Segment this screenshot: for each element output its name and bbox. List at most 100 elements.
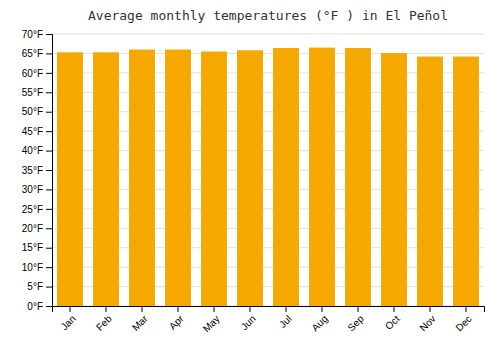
y-tick: 10°F (22, 262, 52, 273)
y-tick-mark (46, 170, 52, 171)
bar (453, 57, 479, 306)
x-tick: Sep (345, 306, 366, 333)
y-tick-label: 45°F (22, 126, 43, 137)
x-tick: Jun (239, 306, 258, 332)
y-tick-mark (46, 131, 52, 132)
x-axis-line (53, 307, 485, 313)
y-tick-label: 50°F (22, 106, 43, 117)
y-tick-label: 20°F (22, 223, 43, 234)
y-tick-mark (46, 189, 52, 190)
y-tick: 55°F (22, 87, 52, 98)
y-axis-line (46, 35, 53, 307)
y-tick: 5°F (27, 281, 52, 292)
y-tick: 25°F (22, 204, 52, 215)
x-tick: Nov (417, 306, 437, 333)
x-tick-mark (178, 306, 179, 312)
y-tick-label: 35°F (22, 165, 43, 176)
y-axis: 0°F 5°F 10°F 15°F 20°F 25°F 30°F 35°F 40°F 45°F 50… (22, 29, 53, 312)
y-tick-mark (46, 248, 52, 249)
bar (165, 50, 191, 306)
bars (57, 48, 479, 306)
y-tick-mark (46, 209, 52, 210)
x-tick-label: Aug (309, 313, 329, 333)
x-tick-label: Dec (453, 313, 473, 333)
y-tick-mark (46, 34, 52, 35)
x-tick-label: Jan (59, 313, 78, 332)
y-tick: 50°F (22, 106, 52, 117)
y-tick-label: 15°F (22, 242, 43, 253)
x-tick-label: May (201, 313, 222, 334)
x-tick-mark (142, 306, 143, 312)
x-tick-mark (286, 306, 287, 312)
grid-line (52, 34, 484, 35)
y-tick-mark (46, 112, 52, 113)
x-tick: Dec (453, 306, 473, 333)
bar (345, 48, 371, 306)
y-tick-mark (46, 73, 52, 74)
x-tick-label: Jul (277, 313, 294, 330)
y-tick-label: 25°F (22, 204, 43, 215)
x-tick-mark (394, 306, 395, 312)
y-tick-mark (46, 306, 52, 307)
x-tick-label: Sep (345, 313, 366, 334)
x-tick-mark (466, 306, 467, 312)
bar (381, 53, 407, 306)
x-tick-label: Mar (130, 313, 150, 333)
x-tick: Aug (309, 306, 329, 333)
y-tick-mark (46, 267, 52, 268)
y-tick-label: 40°F (22, 145, 43, 156)
y-tick-label: 60°F (22, 68, 43, 79)
x-tick: Feb (94, 306, 114, 333)
y-tick: 40°F (22, 145, 52, 156)
y-tick-label: 55°F (22, 87, 43, 98)
x-tick-mark (322, 306, 323, 312)
x-tick-label: Apr (167, 313, 186, 332)
x-tick: May (201, 306, 222, 334)
x-tick-label: Feb (94, 313, 114, 333)
y-tick-label: 65°F (22, 48, 43, 59)
x-tick: Jan (59, 306, 78, 332)
x-axis: Jan Feb Mar Apr May Jun Jul Aug Sep Oct Nov Dec (53, 306, 485, 334)
x-tick-mark (106, 306, 107, 312)
title: Average monthly temperatures (°F ) in El… (88, 8, 448, 23)
y-tick: 45°F (22, 126, 52, 137)
y-tick-mark (46, 53, 52, 54)
y-tick: 60°F (22, 68, 52, 79)
x-tick-mark (70, 306, 71, 312)
bar (201, 51, 227, 306)
y-tick: 0°F (27, 301, 52, 312)
x-tick-mark (214, 306, 215, 312)
y-tick: 30°F (22, 184, 52, 195)
bar (273, 48, 299, 306)
y-tick-mark (46, 92, 52, 93)
x-tick-label: Nov (417, 313, 437, 333)
x-tick-label: Oct (383, 313, 402, 332)
plot-area: 0°F 5°F 10°F 15°F 20°F 25°F 30°F 35°F 40°F 45°F 50… (22, 29, 485, 335)
y-tick-mark (46, 228, 52, 229)
chart-svg: 0°F 5°F 10°F 15°F 20°F 25°F 30°F 35°F 40°F 45°F 50… (0, 0, 500, 350)
x-tick: Apr (167, 306, 186, 332)
y-tick: 70°F (22, 29, 52, 40)
x-tick-label: Jun (239, 313, 258, 332)
y-tick-label: 0°F (27, 301, 43, 312)
x-tick: Jul (277, 306, 294, 330)
grid (52, 34, 484, 306)
x-tick: Oct (383, 306, 402, 332)
x-tick: Mar (130, 306, 150, 333)
y-tick-label: 10°F (22, 262, 43, 273)
y-tick: 20°F (22, 223, 52, 234)
x-tick-mark (430, 306, 431, 312)
bar (93, 52, 119, 306)
y-tick: 15°F (22, 242, 52, 253)
y-tick-label: 5°F (27, 281, 43, 292)
y-tick-label: 30°F (22, 184, 43, 195)
bar (417, 57, 443, 306)
y-tick: 35°F (22, 165, 52, 176)
bar (237, 50, 263, 306)
x-tick-mark (358, 306, 359, 312)
bar (309, 48, 335, 306)
bar (57, 52, 83, 306)
y-tick-label: 70°F (22, 29, 43, 40)
y-tick-mark (46, 287, 52, 288)
y-tick: 65°F (22, 48, 52, 59)
